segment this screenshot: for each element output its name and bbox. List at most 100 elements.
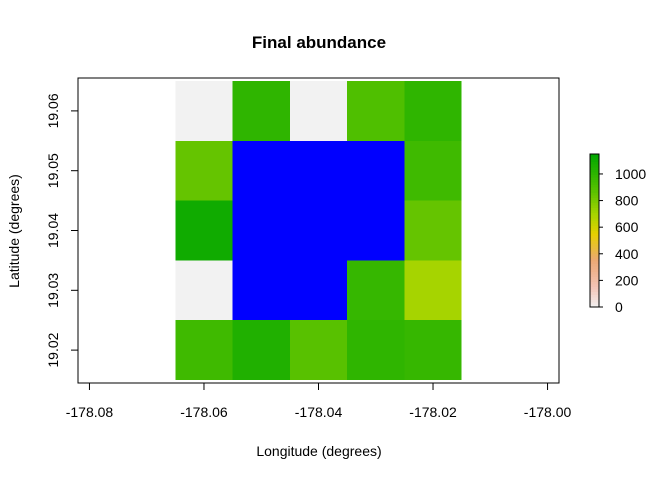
heatmap-cell [175,260,233,321]
legend-color-step [590,281,599,285]
legend-color-step [590,207,599,211]
y-tick-label: 19.03 [45,273,61,308]
heatmap-cell [289,260,348,321]
legend-color-step [590,256,599,260]
y-axis-label: Latitude (degrees) [6,174,22,288]
heatmap-cell [232,200,290,261]
legend-color-step [590,159,599,163]
legend-color-step [590,243,599,247]
legend-color-step [590,182,599,186]
y-axis: 19.02 19.03 19.04 19.05 19.06 [45,93,79,368]
legend-color-step [590,289,599,293]
legend-color-step [590,212,599,216]
legend-color-step [590,299,599,303]
heatmap-cells [175,80,462,381]
heatmap-cell [232,140,290,201]
legend-color-step [590,266,599,270]
heatmap-cell [232,260,290,321]
heatmap-cell [404,140,462,201]
legend-color-step [590,294,599,298]
x-tick-label: -178.02 [409,404,457,420]
legend-color-step [590,220,599,224]
heatmap-cell [232,80,290,141]
legend-color-step [590,227,599,231]
legend-color-step [590,210,599,214]
legend-color-step [590,205,599,209]
legend-color-step [590,202,599,206]
legend-color-step [590,230,599,234]
legend-frame [589,153,600,308]
legend-color-step [590,156,599,160]
legend-color-step [590,278,599,282]
legend-color-step [590,154,599,158]
heatmap-cell [232,320,290,381]
heatmap-cell [404,320,462,381]
legend-color-step [590,176,599,180]
legend-color-step [590,261,599,265]
legend-tick-label: 600 [615,219,639,235]
legend-color-step [590,187,599,191]
legend-color-step [590,233,599,237]
legend-color-step [590,263,599,267]
legend-color-step [590,189,599,193]
legend-color-step [590,301,599,305]
legend-color-step [590,161,599,165]
legend-color-step [590,169,599,173]
x-tick-label: -178.08 [66,404,114,420]
legend-color-step [590,197,599,201]
heatmap-cell [347,320,405,381]
legend-color-step [590,245,599,249]
heatmap-cell [404,200,462,261]
heatmap-cell [347,80,405,141]
x-axis-label: Longitude (degrees) [256,443,381,459]
legend-color-step [590,184,599,188]
legend-color-step [590,250,599,254]
legend-tick-label: 1000 [615,166,646,182]
heatmap-cell [289,320,348,381]
legend-color-step [590,296,599,300]
x-tick-label: -178.04 [295,404,343,420]
legend-color-step [590,240,599,244]
legend-color-step [590,238,599,242]
heatmap-cell [404,80,462,141]
heatmap-cell [175,140,233,201]
legend-color-step [590,199,599,203]
legend-color-step [590,217,599,221]
legend-color-step [590,225,599,229]
heatmap-cell [289,80,348,141]
y-tick-label: 19.05 [45,153,61,188]
legend-color-step [590,164,599,168]
y-tick-label: 19.04 [45,213,61,248]
legend-color-step [590,166,599,170]
x-tick-label: -178.06 [180,404,228,420]
legend-color-step [590,286,599,290]
heatmap-cell [289,200,348,261]
legend-color-step [590,284,599,288]
legend-tick-label: 200 [615,272,639,288]
legend-color-step [590,304,599,308]
heatmap-cell [347,260,405,321]
legend-tick-label: 800 [615,193,639,209]
legend-color-step [590,248,599,252]
legend-color-step [590,268,599,272]
y-tick-label: 19.02 [45,332,61,367]
legend-tick-label: 400 [615,246,639,262]
color-legend: 0 200 400 600 800 1000 [589,153,646,315]
heatmap-cell [347,140,405,201]
heatmap-cell [347,200,405,261]
x-axis: -178.08 -178.06 -178.04 -178.02 -178.00 [66,382,572,420]
legend-color-step [590,194,599,198]
legend-color-step [590,215,599,219]
legend-color-step [590,222,599,226]
heatmap-cell [289,140,348,201]
legend-color-step [590,253,599,257]
legend-color-step [590,258,599,262]
legend-color-step [590,273,599,277]
y-tick-label: 19.06 [45,93,61,128]
heatmap-cell [175,320,233,381]
legend-color-step [590,271,599,275]
legend-color-step [590,171,599,175]
legend-color-step [590,291,599,295]
legend-tick-label: 0 [615,299,623,315]
